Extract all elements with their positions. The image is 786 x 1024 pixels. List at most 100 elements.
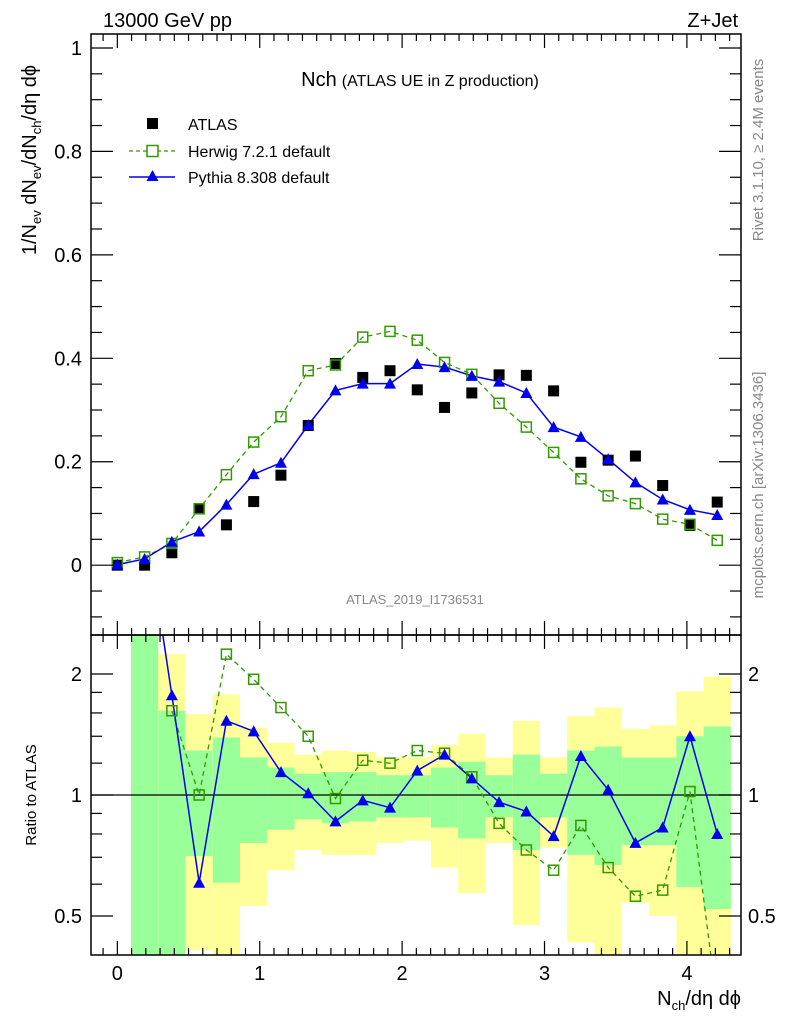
analysis-id: ATLAS_2019_I1736531 <box>346 592 484 607</box>
x-tick-label: 3 <box>539 963 550 985</box>
pythia-ratio-point <box>247 725 260 737</box>
herwig-point <box>356 331 369 343</box>
atlas-point <box>193 503 205 515</box>
herwig-point <box>520 421 533 433</box>
pythia-ratio-point <box>165 689 178 701</box>
herwig-point <box>684 518 696 531</box>
pythia-point <box>465 369 478 381</box>
x-axis-label: Nch/dη dϕ <box>657 988 741 1013</box>
pythia-ratio-point <box>139 508 151 519</box>
herwig-point <box>220 468 233 481</box>
band-1sigma <box>130 635 159 955</box>
axes: 0 1 2 3 4 0 0.2 0.4 0.6 0.8 1 0.5 0.5 1 1 2 2 <box>54 33 776 985</box>
herwig-ratio-point <box>493 817 505 830</box>
rivet-version-label: Rivet 3.1.10, ≥ 2.4M events <box>750 59 767 242</box>
pythia-point <box>247 468 260 480</box>
ratio-y-tick-label-right: 0.5 <box>748 906 776 928</box>
y-tick-label: 1 <box>71 38 82 60</box>
atlas-point <box>575 456 587 468</box>
ratio-y-tick-label: 2 <box>71 664 82 686</box>
plot-title: Nch (ATLAS UE in Z production) <box>301 69 539 91</box>
atlas-point <box>357 371 369 383</box>
pythia-point <box>602 453 615 465</box>
herwig-ratio-point <box>547 864 560 876</box>
herwig-point <box>575 473 587 485</box>
pythia-ratio-point <box>520 805 533 817</box>
pythia-ratio-line <box>162 635 718 883</box>
atlas-point <box>684 519 696 531</box>
ratio-bands <box>130 635 731 955</box>
herwig-ratio-line <box>171 652 712 955</box>
pythia-ratio-point <box>356 794 369 806</box>
pythia-ratio-point <box>547 830 560 842</box>
ratio-y-axis-label: Ratio to ATLAS <box>23 744 40 845</box>
pythia-point <box>138 552 151 564</box>
herwig-point <box>247 436 260 448</box>
atlas-point <box>329 357 341 369</box>
herwig-point <box>547 446 560 459</box>
herwig-point <box>656 513 669 525</box>
herwig-ratio-point <box>220 648 233 660</box>
ratio-y-tick-label: 0.5 <box>54 906 82 928</box>
pythia-point <box>438 361 451 373</box>
pythia-ratio-point <box>302 787 315 799</box>
herwig-ratio-point <box>684 785 696 798</box>
pythia-point <box>274 456 287 468</box>
herwig-ratio-point <box>520 844 533 856</box>
process-label: Z+Jet <box>687 10 738 32</box>
band-1sigma <box>621 757 650 846</box>
pythia-point <box>165 535 178 547</box>
y-tick-label: 0.6 <box>54 245 82 267</box>
mcplots-label: mcplots.cern.ch [arXiv:1306.3436] <box>750 372 767 599</box>
herwig-point <box>384 325 396 338</box>
pythia-point <box>711 509 724 521</box>
herwig-ratio-point <box>329 792 342 805</box>
band-1sigma <box>267 767 295 830</box>
legend-atlas-marker <box>147 118 158 129</box>
band-1sigma <box>594 746 622 865</box>
band-1sigma <box>430 767 459 828</box>
pythia-ratio-point <box>602 783 615 795</box>
pythia-point <box>493 375 506 387</box>
legend-atlas-label: ATLAS <box>188 117 238 134</box>
pythia-point <box>329 384 342 396</box>
atlas-point <box>275 469 287 481</box>
x-tick-label: 0 <box>112 963 123 985</box>
ratio-y-tick-label-right: 2 <box>748 664 759 686</box>
pythia-ratio-point <box>411 764 424 776</box>
band-1sigma <box>703 726 731 910</box>
herwig-ratio-point <box>575 819 587 832</box>
herwig-ratio-point <box>629 890 642 902</box>
ratio-y-tick-label: 1 <box>71 785 82 807</box>
pythia-point <box>220 498 233 510</box>
pythia-point <box>574 430 587 442</box>
band-1sigma <box>403 775 431 818</box>
pythia-ratio-point <box>683 730 696 742</box>
energy-label: 13000 GeV pp <box>103 10 232 32</box>
pythia-point <box>683 503 696 515</box>
atlas-point <box>657 480 669 492</box>
herwig-point <box>193 503 205 515</box>
y-tick-label: 0.4 <box>54 348 82 370</box>
atlas-point <box>384 365 396 377</box>
legend-pythia-marker <box>146 170 159 181</box>
pythia-point <box>411 357 424 369</box>
pythia-ratio-point <box>574 750 587 762</box>
pythia-point <box>302 419 315 431</box>
legend: ATLAS Herwig 7.2.1 default Pythia 8.308 … <box>129 117 331 187</box>
ratio-plot-marks <box>139 508 724 955</box>
atlas-point <box>466 387 478 399</box>
x-tick-label: 4 <box>681 963 692 985</box>
atlas-point <box>166 547 178 559</box>
herwig-ratio-point <box>602 861 614 874</box>
y-tick-label: 0.8 <box>54 141 82 163</box>
pythia-point <box>111 558 124 570</box>
herwig-point <box>493 397 505 410</box>
legend-pythia-label: Pythia 8.308 default <box>188 170 330 187</box>
pythia-ratio-point <box>329 815 342 827</box>
herwig-ratio-point <box>411 744 424 757</box>
pythia-ratio-point <box>465 772 478 784</box>
atlas-point <box>520 369 532 381</box>
